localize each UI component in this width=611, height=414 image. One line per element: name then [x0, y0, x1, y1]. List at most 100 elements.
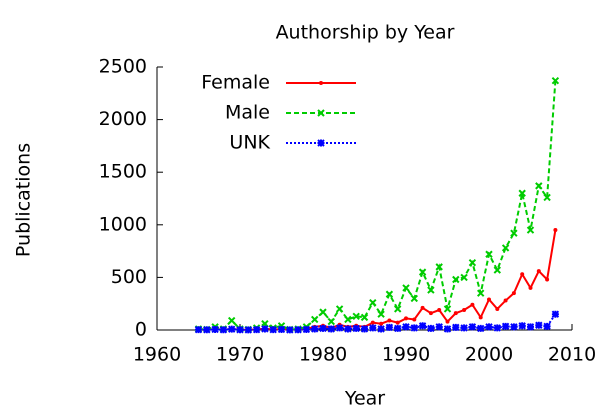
- data-point: [420, 305, 425, 310]
- data-point: [501, 244, 510, 252]
- data-point: [395, 320, 400, 325]
- data-point: [551, 310, 560, 318]
- data-point: [543, 322, 551, 331]
- data-point: [211, 325, 219, 334]
- data-point: [460, 324, 468, 332]
- data-point: [379, 321, 384, 326]
- data-point: [412, 317, 417, 322]
- data-point: [501, 322, 510, 331]
- x-tick-label: 1990: [382, 344, 430, 366]
- y-axis-label: Publications: [13, 143, 35, 257]
- data-point: [437, 308, 442, 313]
- data-point: [551, 76, 560, 85]
- data-point: [319, 324, 327, 333]
- y-tick-label: 2500: [99, 56, 147, 78]
- data-point: [404, 316, 408, 321]
- legend-marker: [317, 139, 325, 147]
- legend-marker: [317, 109, 325, 117]
- legend-label: Male: [225, 102, 270, 124]
- data-point: [518, 322, 526, 330]
- data-point: [385, 290, 394, 298]
- data-point: [476, 289, 485, 297]
- data-point: [252, 325, 261, 334]
- data-point: [194, 325, 203, 334]
- data-point: [335, 305, 344, 313]
- data-point: [485, 250, 493, 258]
- data-point: [227, 316, 236, 325]
- data-point: [462, 308, 467, 313]
- data-point: [510, 229, 518, 237]
- data-point: [344, 325, 352, 333]
- y-tick-label: 2000: [99, 108, 147, 130]
- data-point: [352, 312, 360, 321]
- series-line: [198, 313, 557, 331]
- data-point: [452, 323, 460, 332]
- data-point: [244, 326, 253, 334]
- data-point: [535, 182, 543, 190]
- data-point: [261, 325, 269, 333]
- data-point: [476, 324, 485, 333]
- data-point: [385, 323, 394, 332]
- data-point: [310, 325, 319, 333]
- data-point: [377, 325, 385, 333]
- data-point: [460, 273, 468, 282]
- y-tick-label: 500: [111, 266, 147, 288]
- data-point: [410, 324, 419, 332]
- data-point: [435, 263, 443, 271]
- x-tick-label: 1970: [216, 344, 264, 366]
- data-point: [468, 323, 477, 331]
- data-point: [511, 291, 516, 296]
- data-point: [443, 325, 452, 333]
- data-point: [319, 308, 327, 316]
- data-point: [503, 298, 508, 303]
- data-point: [370, 320, 375, 325]
- data-point: [294, 326, 302, 334]
- data-point: [435, 323, 443, 331]
- data-point: [493, 266, 502, 274]
- data-point: [402, 284, 410, 292]
- data-point: [468, 258, 477, 267]
- legend-label: UNK: [229, 132, 270, 154]
- y-tick-label: 1500: [99, 161, 147, 183]
- x-tick-label: 2000: [465, 344, 513, 366]
- chart-title: Authorship by Year: [276, 22, 455, 44]
- data-point: [470, 302, 475, 307]
- data-point: [545, 277, 550, 282]
- data-point: [543, 193, 551, 202]
- data-point: [443, 305, 452, 313]
- data-point: [302, 325, 311, 334]
- legend-marker: [319, 81, 323, 85]
- data-point: [344, 315, 352, 324]
- x-tick-label: 2010: [548, 344, 596, 366]
- data-point: [360, 313, 369, 322]
- data-point: [203, 326, 211, 334]
- data-point: [310, 315, 319, 324]
- data-point: [335, 324, 344, 332]
- legend-label: Female: [201, 72, 270, 94]
- data-point: [227, 325, 236, 333]
- data-point: [510, 323, 518, 331]
- data-point: [528, 285, 533, 290]
- data-point: [377, 310, 385, 318]
- data-point: [536, 269, 541, 274]
- data-point: [402, 323, 410, 331]
- x-axis-label: Year: [344, 388, 385, 410]
- data-point: [352, 324, 360, 333]
- data-point: [452, 275, 460, 284]
- data-point: [360, 325, 369, 333]
- y-tick-label: 0: [135, 319, 147, 341]
- data-point: [277, 325, 286, 334]
- data-point: [526, 226, 535, 234]
- data-point: [553, 228, 558, 233]
- data-point: [286, 326, 294, 334]
- series-line: [198, 229, 557, 331]
- data-point: [428, 311, 433, 316]
- data-point: [418, 268, 427, 276]
- x-tick-label: 1980: [299, 344, 347, 366]
- data-point: [526, 323, 535, 331]
- data-point: [518, 189, 526, 197]
- data-point: [269, 325, 277, 334]
- data-point: [327, 317, 336, 326]
- x-tick-label: 1960: [133, 344, 181, 366]
